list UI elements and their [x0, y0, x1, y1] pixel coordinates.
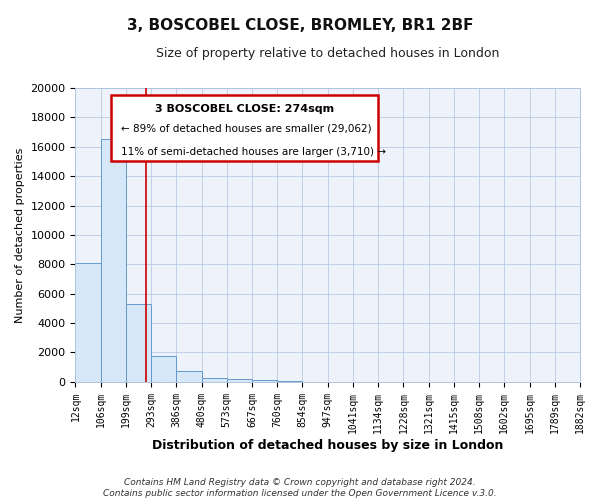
Bar: [176, 370, 202, 382]
Text: Contains HM Land Registry data © Crown copyright and database right 2024.
Contai: Contains HM Land Registry data © Crown c…: [103, 478, 497, 498]
Bar: [151, 356, 176, 382]
Title: Size of property relative to detached houses in London: Size of property relative to detached ho…: [156, 48, 499, 60]
Bar: [101, 140, 126, 382]
X-axis label: Distribution of detached houses by size in London: Distribution of detached houses by size …: [152, 440, 503, 452]
Bar: [227, 379, 252, 382]
FancyBboxPatch shape: [111, 96, 378, 162]
Bar: [202, 378, 227, 382]
Bar: [126, 304, 151, 382]
Bar: [277, 380, 302, 382]
Text: 3 BOSCOBEL CLOSE: 274sqm: 3 BOSCOBEL CLOSE: 274sqm: [155, 104, 334, 114]
Text: ← 89% of detached houses are smaller (29,062): ← 89% of detached houses are smaller (29…: [121, 124, 371, 134]
Text: 11% of semi-detached houses are larger (3,710) →: 11% of semi-detached houses are larger (…: [121, 147, 386, 157]
Bar: [252, 380, 277, 382]
Text: 3, BOSCOBEL CLOSE, BROMLEY, BR1 2BF: 3, BOSCOBEL CLOSE, BROMLEY, BR1 2BF: [127, 18, 473, 32]
Bar: [76, 263, 101, 382]
Y-axis label: Number of detached properties: Number of detached properties: [15, 147, 25, 322]
